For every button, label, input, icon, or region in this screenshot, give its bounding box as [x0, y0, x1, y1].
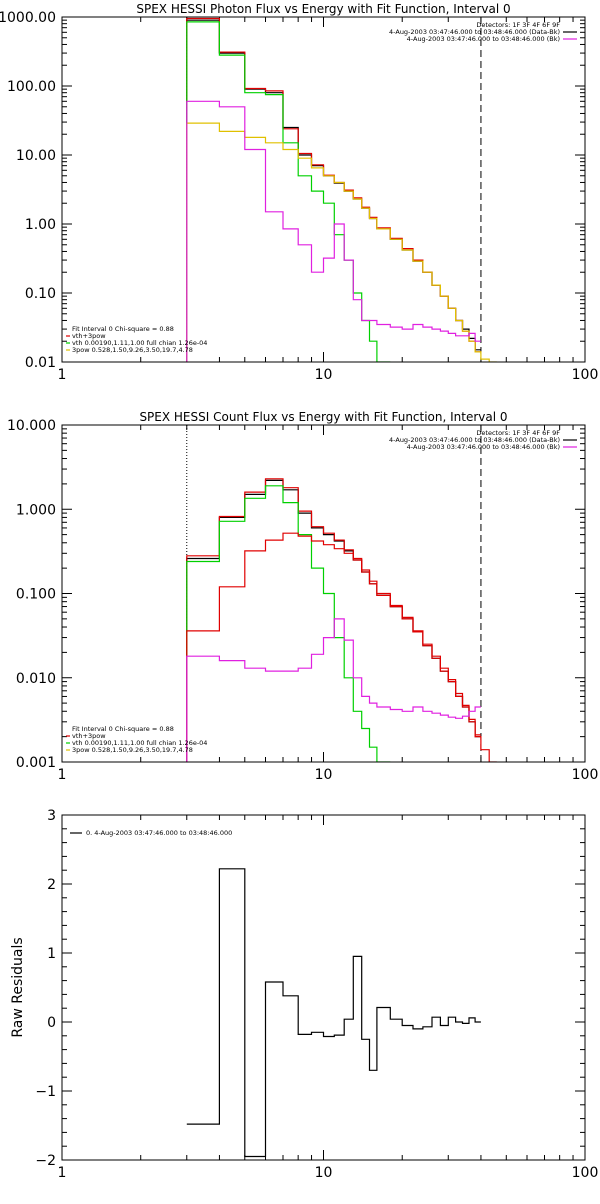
series-group — [186, 868, 481, 1158]
x-tick-label: 100 — [572, 767, 599, 783]
series-line-3pow — [186, 532, 497, 762]
legend-top: Detectors: 1F 3F 4F 6F 9F4-Aug-2003 03:4… — [389, 21, 577, 43]
chart-title: SPEX HESSI Photon Flux vs Energy with Fi… — [136, 2, 510, 16]
y-tick-label: 0.100 — [16, 587, 56, 603]
chart-title: SPEX HESSI Count Flux vs Energy with Fit… — [139, 410, 507, 424]
legend-entry: 4-Aug-2003 03:47:46.000 to 03:48:46.000 … — [407, 443, 560, 451]
legend-top: Detectors: 1F 3F 4F 6F 9F4-Aug-2003 03:4… — [389, 429, 577, 451]
legend-entry: 3pow 0.528,1.50,9.26,3.50,19.7,4.78 — [72, 346, 193, 354]
series-line-data-bk — [186, 19, 481, 362]
y-tick-label: 0.01 — [25, 355, 56, 371]
legend-entry: 4-Aug-2003 03:47:46.000 to 03:48:46.000 … — [389, 436, 560, 444]
y-tick-label: 10.000 — [7, 418, 56, 434]
series-line-vth — [186, 21, 391, 362]
y-minor-ticks — [62, 428, 585, 738]
legend-entry: vth 0.00190,1.11,1.00 full chian 1.26e-0… — [72, 739, 207, 747]
legend-entry: Detectors: 1F 3F 4F 6F 9F — [476, 21, 560, 29]
legend-entry: Fit Interval 0 Chi-square = 0.88 — [72, 725, 174, 733]
legend-entry: Fit Interval 0 Chi-square = 0.88 — [72, 325, 174, 333]
plot-frame — [61, 424, 586, 763]
series-line-bk — [186, 618, 481, 762]
x-tick-label: 10 — [315, 367, 333, 383]
y-tick-label: −1 — [35, 1084, 56, 1100]
chart-panel-2: 1 10 100 −2 −1 0 1 2 3 Raw Residuals 0. 4-Aug-2003… — [10, 808, 598, 1181]
y-tick-label: 100.00 — [7, 79, 56, 95]
legend-entry: 4-Aug-2003 03:47:46.000 to 03:48:46.000 … — [389, 28, 560, 36]
series-line-bk — [186, 100, 481, 362]
y-tick-label: 1 — [47, 946, 56, 962]
y-tick-label: 10.00 — [16, 148, 56, 164]
y-tick-label: 1000.00 — [0, 10, 56, 26]
y-minor-ticks — [62, 19, 585, 342]
x-tick-label: 1 — [58, 767, 67, 783]
legend-bottom: Fit Interval 0 Chi-square = 0.88vth+3pow… — [66, 725, 207, 754]
legend-entry: vth+3pow — [72, 332, 106, 340]
legend-entry: 0. 4-Aug-2003 03:47:46.000 to 03:48:46.0… — [86, 829, 232, 837]
x-tick-label: 1 — [58, 367, 67, 383]
y-tick-label: 3 — [47, 808, 56, 824]
y-tick-label: 1.000 — [16, 502, 56, 518]
series-group — [186, 478, 497, 762]
chart-panel-1: SPEX HESSI Count Flux vs Energy with Fit… — [7, 410, 598, 783]
y-tick-label: 0.10 — [25, 286, 56, 302]
legend-bottom: Fit Interval 0 Chi-square = 0.88vth+3pow… — [66, 325, 207, 354]
y-tick-label: 0.001 — [16, 755, 56, 771]
series-line-vth — [186, 485, 391, 762]
legend-entry: 4-Aug-2003 03:47:46.000 to 03:48:46.000 … — [407, 35, 560, 43]
x-tick-label: 100 — [572, 1165, 599, 1181]
y-tick-label: 0 — [47, 1015, 56, 1031]
series-line-vth-3pow — [186, 17, 481, 362]
legend-top: 0. 4-Aug-2003 03:47:46.000 to 03:48:46.0… — [70, 829, 232, 837]
x-minor-ticks — [140, 17, 574, 362]
y-axis-label: Raw Residuals — [10, 937, 26, 1037]
x-tick-label: 1 — [58, 1165, 67, 1181]
series-line-residuals — [186, 868, 481, 1158]
x-tick-label: 100 — [572, 367, 599, 383]
legend-entry: vth+3pow — [72, 732, 106, 740]
plot-frame — [61, 16, 586, 363]
series-line-3pow — [186, 122, 497, 362]
x-tick-label: 10 — [315, 1165, 333, 1181]
legend-entry: Detectors: 1F 3F 4F 6F 9F — [476, 429, 560, 437]
legend-entry: vth 0.00190,1.11,1.00 full chian 1.26e-0… — [72, 339, 207, 347]
y-minor-ticks — [62, 828, 585, 1161]
y-tick-label: 2 — [47, 877, 56, 893]
plot-frame — [61, 814, 586, 1161]
x-minor-ticks — [140, 815, 574, 1160]
x-tick-label: 10 — [315, 767, 333, 783]
series-group — [186, 17, 497, 362]
y-tick-label: 1.00 — [25, 217, 56, 233]
legend-entry: 3pow 0.528,1.50,9.26,3.50,19.7,4.78 — [72, 746, 193, 754]
chart-panel-0: SPEX HESSI Photon Flux vs Energy with Fi… — [0, 2, 598, 383]
y-tick-label: 0.010 — [16, 671, 56, 687]
y-tick-label: −2 — [35, 1153, 56, 1169]
